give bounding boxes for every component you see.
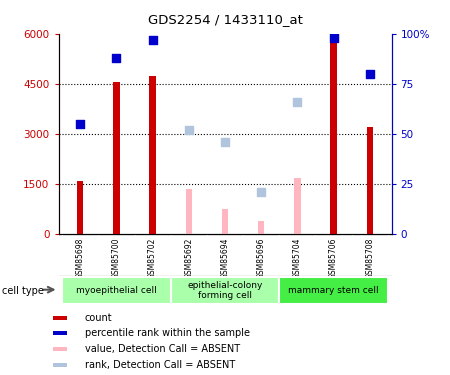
Point <box>113 55 120 61</box>
Point <box>330 35 337 41</box>
Text: percentile rank within the sample: percentile rank within the sample <box>85 328 250 338</box>
Point <box>185 127 193 133</box>
Point <box>149 37 156 43</box>
Text: GSM85692: GSM85692 <box>184 238 194 279</box>
Text: GSM85702: GSM85702 <box>148 238 157 279</box>
Bar <box>294 177 301 234</box>
Text: myoepithelial cell: myoepithelial cell <box>76 286 157 295</box>
Bar <box>53 363 67 368</box>
FancyBboxPatch shape <box>171 277 279 304</box>
Point <box>366 71 373 77</box>
Bar <box>149 75 156 234</box>
Bar <box>53 346 67 351</box>
Text: GSM85704: GSM85704 <box>293 238 302 279</box>
Text: mammary stem cell: mammary stem cell <box>288 286 379 295</box>
Text: rank, Detection Call = ABSENT: rank, Detection Call = ABSENT <box>85 360 235 370</box>
Text: value, Detection Call = ABSENT: value, Detection Call = ABSENT <box>85 344 240 354</box>
Text: epithelial-colony
forming cell: epithelial-colony forming cell <box>187 281 263 300</box>
Bar <box>330 37 337 234</box>
Text: GDS2254 / 1433110_at: GDS2254 / 1433110_at <box>148 13 302 26</box>
Text: cell type: cell type <box>2 286 44 296</box>
Text: GSM85698: GSM85698 <box>76 238 85 279</box>
Text: GSM85696: GSM85696 <box>256 238 266 279</box>
Bar <box>367 128 373 234</box>
Point <box>221 139 229 145</box>
Text: count: count <box>85 313 112 323</box>
Bar <box>222 209 228 234</box>
Bar <box>258 221 265 234</box>
Text: GSM85706: GSM85706 <box>329 238 338 279</box>
Bar <box>77 181 84 234</box>
Point <box>294 99 301 105</box>
Text: GSM85700: GSM85700 <box>112 238 121 279</box>
Text: GSM85708: GSM85708 <box>365 238 374 279</box>
Bar <box>53 331 67 336</box>
Point <box>257 189 265 195</box>
FancyBboxPatch shape <box>62 277 171 304</box>
Point <box>76 121 84 127</box>
Bar <box>53 316 67 320</box>
FancyBboxPatch shape <box>279 277 388 304</box>
Bar <box>113 82 120 234</box>
Bar <box>185 189 192 234</box>
Text: GSM85694: GSM85694 <box>220 238 230 279</box>
